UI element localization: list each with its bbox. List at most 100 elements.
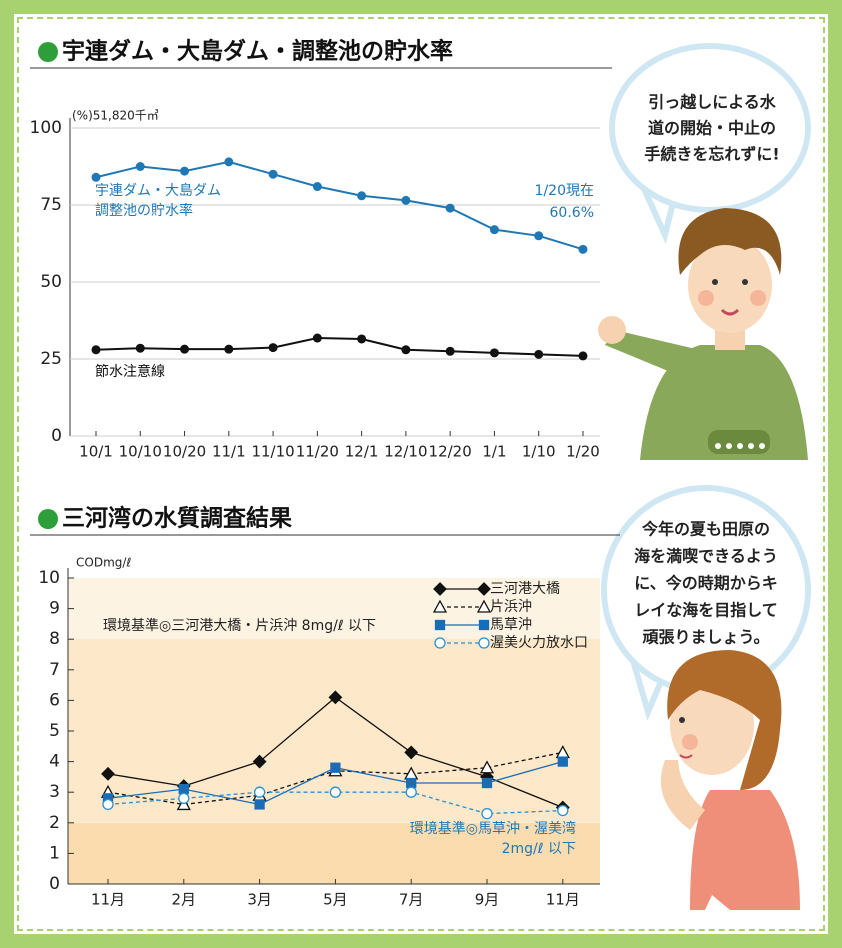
series-line [96, 338, 583, 356]
bubble-text: に、今の時期からキ [634, 574, 778, 593]
woman-illustration [661, 650, 800, 910]
y-tick-label: 0 [51, 426, 62, 446]
series-label: 宇連ダム・大島ダム [95, 183, 221, 199]
marker [313, 334, 322, 343]
y-tick-label: 5 [49, 721, 60, 741]
x-tick-label: 5月 [323, 891, 348, 909]
marker [534, 350, 543, 359]
x-tick-label: 11月 [546, 891, 580, 909]
marker [435, 638, 445, 648]
y-tick-label: 4 [49, 752, 60, 772]
marker [490, 348, 499, 357]
legend-label: 渥美火力放水口 [490, 635, 588, 651]
x-tick-label: 3月 [247, 891, 272, 909]
bubble-text: 道の開始・中止の [648, 119, 776, 138]
marker [269, 343, 278, 352]
x-tick-label: 10/20 [163, 443, 206, 461]
x-tick-label: 2月 [172, 891, 197, 909]
x-tick-label: 11/20 [296, 443, 339, 461]
marker [224, 157, 233, 166]
marker [313, 182, 322, 191]
marker [446, 204, 455, 213]
legend-label: 三河港大橋 [490, 581, 560, 597]
annotation: 1/20現在 [535, 183, 594, 199]
section-title: 宇連ダム・大島ダム・調整池の貯水率 [62, 38, 453, 65]
marker [401, 196, 410, 205]
legend-label: 片浜沖 [490, 599, 532, 615]
bubble-text: レイな海を目指して [634, 601, 778, 620]
marker [269, 170, 278, 179]
canvas: 引っ越しによる水道の開始・中止の手続きを忘れずに! 今年の夏も田原の海を満喫できる… [0, 0, 842, 948]
page: 引っ越しによる水道の開始・中止の手続きを忘れずに! 今年の夏も田原の海を満喫できる… [0, 0, 842, 948]
marker [330, 787, 340, 797]
bubble-text: 今年の夏も田原の [641, 520, 770, 539]
y-tick-label: 2 [49, 813, 60, 833]
standard-label: 環境基準◎馬草沖・渥美湾 [410, 820, 576, 837]
x-tick-label: 1/10 [522, 443, 556, 461]
y-tick-label: 1 [49, 843, 60, 863]
bubble-text: 引っ越しによる水 [648, 93, 777, 112]
legend-label: 馬草沖 [490, 617, 532, 633]
marker [136, 344, 145, 353]
marker [578, 245, 587, 254]
marker [179, 793, 189, 803]
y-tick-label: 0 [49, 874, 60, 894]
marker [558, 806, 568, 816]
section-title: 三河湾の水質調査結果 [62, 505, 292, 532]
y-tick-label: 50 [40, 272, 62, 292]
marker [180, 345, 189, 354]
x-tick-label: 9月 [475, 891, 500, 909]
bubble-text: 手続きを忘れずに! [644, 145, 779, 164]
bubble-text: 海を満喫できるよう [634, 547, 778, 566]
standard-label: 2mg/ℓ 以下 [502, 841, 576, 857]
marker [578, 351, 587, 360]
marker [401, 345, 410, 354]
y-tick-label: 6 [49, 690, 60, 710]
unit-label: (%)51,820千㎥ [72, 109, 159, 123]
x-tick-label: 11月 [91, 891, 125, 909]
marker [255, 787, 265, 797]
marker [406, 787, 416, 797]
x-tick-label: 12/20 [429, 443, 472, 461]
unit-label: CODmg/ℓ [76, 556, 131, 570]
y-tick-label: 7 [49, 660, 60, 680]
y-tick-label: 100 [30, 118, 62, 138]
x-tick-label: 10/1 [79, 443, 113, 461]
marker [224, 345, 233, 354]
marker [479, 638, 489, 648]
marker [179, 785, 188, 794]
marker [558, 757, 567, 766]
marker [331, 763, 340, 772]
marker [446, 347, 455, 356]
marker [483, 779, 492, 788]
y-tick-label: 9 [49, 599, 60, 619]
value-label: 60.6% [550, 205, 594, 221]
y-tick-label: 10 [38, 568, 60, 588]
marker [136, 162, 145, 171]
y-tick-label: 8 [49, 629, 60, 649]
y-tick-label: 3 [49, 782, 60, 802]
x-tick-label: 11/1 [212, 443, 246, 461]
x-tick-label: 1/1 [482, 443, 506, 461]
marker [534, 231, 543, 240]
marker [482, 809, 492, 819]
marker [407, 779, 416, 788]
marker [92, 173, 101, 182]
bubble-text: 頑張りましょう。 [641, 628, 769, 647]
marker [180, 167, 189, 176]
x-tick-label: 11/10 [251, 443, 294, 461]
marker [480, 621, 489, 630]
marker [92, 345, 101, 354]
standard-label: 環境基準◎三河港大橋・片浜沖 8mg/ℓ 以下 [103, 617, 376, 634]
title-dot [38, 509, 58, 529]
series-label: 節水注意線 [95, 363, 165, 380]
y-tick-label: 25 [40, 349, 62, 369]
x-tick-label: 12/10 [384, 443, 427, 461]
marker [357, 334, 366, 343]
x-tick-label: 7月 [399, 891, 424, 909]
marker [357, 191, 366, 200]
series-label: 調整池の貯水率 [95, 202, 193, 219]
marker [490, 225, 499, 234]
x-tick-label: 10/10 [119, 443, 162, 461]
marker [103, 799, 113, 809]
